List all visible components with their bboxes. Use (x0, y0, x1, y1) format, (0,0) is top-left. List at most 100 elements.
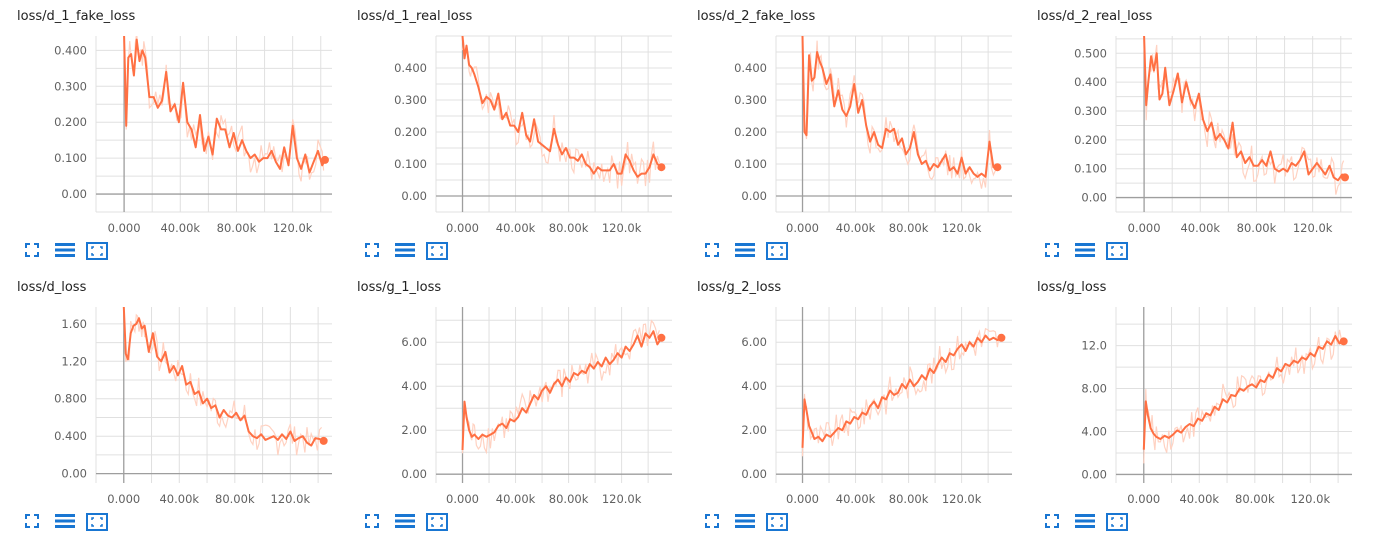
chart-card-g-loss: loss/g_loss 0.00 4.00 8.00 12.0 0.000 40.00k 8… (1020, 271, 1360, 542)
x-tick-label: 40.00k (496, 221, 536, 235)
y-tick-label: 0.100 (734, 157, 767, 171)
expand-chart-button[interactable] (1044, 242, 1066, 262)
fit-domain-icon (766, 513, 788, 531)
fit-domain-icon (1106, 242, 1128, 260)
y-tick-label: 0.400 (54, 429, 87, 443)
x-tick-label: 80.00k (1235, 492, 1275, 506)
line-chart-d-1-fake-loss[interactable]: 0.00 0.100 0.200 0.300 0.400 0.000 40.00k 80.00… (0, 0, 340, 240)
toggle-log-scale-button[interactable] (734, 242, 756, 262)
x-tick-label: 0.000 (446, 492, 479, 506)
fit-domain-icon (86, 242, 108, 260)
x-tick-label: 80.00k (1237, 221, 1277, 235)
toggle-log-scale-button[interactable] (734, 513, 756, 533)
fullscreen-icon (24, 513, 46, 529)
fit-domain-button[interactable] (426, 513, 448, 533)
toggle-log-scale-button[interactable] (54, 242, 76, 262)
x-tick-label: 120.0k (602, 492, 642, 506)
chart-title: loss/g_loss (1037, 280, 1107, 295)
last-value-marker (320, 155, 329, 164)
y-tick-label: 0.400 (394, 61, 427, 75)
chart-card-g-1-loss: loss/g_1_loss 0.00 2.00 4.00 6.00 0.000 40.00… (340, 271, 680, 542)
expand-chart-button[interactable] (24, 513, 46, 533)
fit-domain-button[interactable] (86, 242, 108, 262)
line-chart-d-2-fake-loss[interactable]: 0.00 0.100 0.200 0.300 0.400 0.000 40.00k 80.00… (680, 0, 1020, 240)
x-tick-label: 0.000 (446, 221, 479, 235)
line-chart-g-1-loss[interactable]: 0.00 2.00 4.00 6.00 0.000 40.00k 80.00k 120.0k (340, 271, 680, 511)
x-tick-label: 120.0k (602, 221, 642, 235)
fit-domain-button[interactable] (426, 242, 448, 262)
chart-card-g-2-loss: loss/g_2_loss 0.00 2.00 4.00 6.00 0.000 40.00… (680, 271, 1020, 542)
chart-card-d-2-fake-loss: loss/d_2_fake_loss 0.00 0.100 0.200 0.300 0.… (680, 0, 1020, 271)
raw-series-line (123, 36, 325, 182)
series-group (1143, 36, 1346, 195)
series-group (123, 36, 326, 182)
fullscreen-icon (704, 242, 726, 258)
y-tick-label: 1.60 (61, 317, 87, 331)
x-tick-label: 40.00k (496, 492, 536, 506)
line-chart-d-2-real-loss[interactable]: 0.00 0.100 0.200 0.300 0.400 0.500 0.000 40.00k… (1020, 0, 1360, 240)
fit-domain-icon (86, 513, 108, 531)
expand-chart-button[interactable] (364, 513, 386, 533)
data-series-icon (734, 242, 756, 258)
y-tick-label: 4.00 (741, 379, 767, 393)
fullscreen-icon (1044, 513, 1066, 529)
x-tick-label: 40.00k (1179, 492, 1219, 506)
y-tick-label: 0.00 (401, 467, 427, 481)
expand-chart-button[interactable] (704, 513, 726, 533)
series-line (461, 330, 663, 451)
toggle-log-scale-button[interactable] (1074, 513, 1096, 533)
chart-card-d-1-real-loss: loss/d_1_real_loss 0.00 0.100 0.200 0.300 0.… (340, 0, 680, 271)
x-tick-label: 80.00k (889, 221, 929, 235)
fullscreen-icon (364, 513, 386, 529)
x-tick-label: 80.00k (549, 221, 589, 235)
expand-chart-button[interactable] (364, 242, 386, 262)
data-series-icon (54, 242, 76, 258)
line-chart-d-1-real-loss[interactable]: 0.00 0.100 0.200 0.300 0.400 0.000 40.00k 80.00… (340, 0, 680, 240)
line-chart-d-loss[interactable]: 0.00 0.400 0.800 1.20 1.60 0.000 40.00k 80.00k 1… (0, 271, 340, 511)
toggle-log-scale-button[interactable] (54, 513, 76, 533)
fit-domain-button[interactable] (766, 513, 788, 533)
expand-chart-button[interactable] (704, 242, 726, 262)
x-tick-label: 80.00k (215, 492, 255, 506)
expand-chart-button[interactable] (24, 242, 46, 262)
x-tick-label: 40.00k (836, 492, 876, 506)
x-tick-label: 40.00k (1180, 221, 1220, 235)
chart-title: loss/d_loss (17, 280, 87, 295)
x-tick-label: 120.0k (942, 221, 982, 235)
toggle-log-scale-button[interactable] (394, 242, 416, 262)
series-group (801, 36, 998, 189)
data-series-icon (54, 513, 76, 529)
fit-domain-button[interactable] (1106, 242, 1128, 262)
data-series-icon (394, 513, 416, 529)
x-tick-label: 80.00k (889, 492, 929, 506)
x-tick-label: 0.000 (1127, 492, 1160, 506)
y-tick-label: 0.200 (394, 125, 427, 139)
y-tick-label: 0.300 (394, 93, 427, 107)
y-tick-label: 0.00 (401, 189, 427, 203)
line-chart-g-2-loss[interactable]: 0.00 2.00 4.00 6.00 0.000 40.00k 80.00k 120.0k (680, 271, 1020, 511)
y-tick-label: 0.400 (54, 43, 87, 57)
x-tick-label: 120.0k (273, 221, 313, 235)
fit-domain-icon (426, 242, 448, 260)
fit-domain-button[interactable] (766, 242, 788, 262)
chart-card-d-loss: loss/d_loss 0.00 0.400 0.800 1.20 1.60 0.000 4… (0, 271, 340, 542)
chart-title: loss/d_1_fake_loss (17, 9, 136, 24)
fullscreen-icon (364, 242, 386, 258)
raw-series-line (1143, 329, 1343, 464)
toggle-log-scale-button[interactable] (1074, 242, 1096, 262)
expand-chart-button[interactable] (1044, 513, 1066, 533)
last-value-marker (657, 163, 666, 172)
line-chart-g-loss[interactable]: 0.00 4.00 8.00 12.0 0.000 40.00k 80.00k 120.0k (1020, 271, 1360, 511)
fit-domain-button[interactable] (1106, 513, 1128, 533)
fit-domain-button[interactable] (86, 513, 108, 533)
series-line (1143, 36, 1346, 182)
chart-card-d-2-real-loss: loss/d_2_real_loss 0.00 0.100 0.200 0.300 0.… (1020, 0, 1360, 271)
series-group (461, 36, 663, 189)
y-tick-label: 0.300 (54, 79, 87, 93)
y-tick-label: 0.200 (1074, 133, 1107, 147)
y-tick-label: 8.00 (1081, 382, 1107, 396)
toggle-log-scale-button[interactable] (394, 513, 416, 533)
y-tick-label: 6.00 (741, 335, 767, 349)
series-group (801, 327, 1002, 457)
fullscreen-icon (24, 242, 46, 258)
